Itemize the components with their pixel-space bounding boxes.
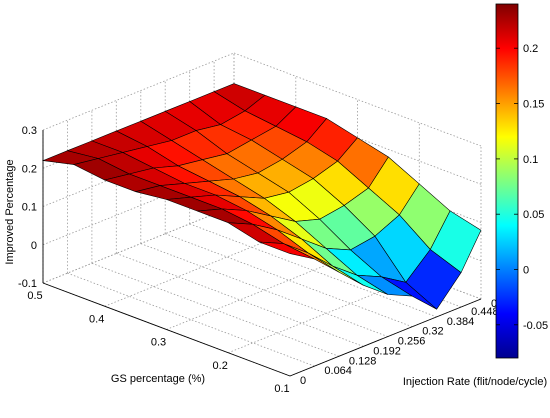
z-tick-label: -0.1 xyxy=(18,278,37,290)
x-tick-label: 0.4 xyxy=(89,313,104,325)
y-axis-line xyxy=(289,298,482,377)
z-tick-label: 0 xyxy=(31,240,37,252)
y-tick-label: 0.192 xyxy=(373,345,401,357)
grid-line xyxy=(116,253,364,347)
y-tick-label: 0.384 xyxy=(447,316,475,328)
y-tick-label: 0.448 xyxy=(471,306,499,318)
colorbar-tick-label: 0.15 xyxy=(523,99,544,111)
colorbar-ticks: 0.2 0.15 0.1 0.05 0 -0.05 xyxy=(496,43,548,332)
z-tick-label: 0.1 xyxy=(22,202,37,214)
z-axis-label: Improved Percentage xyxy=(4,159,16,264)
colorbar-tick-label: -0.05 xyxy=(523,320,548,332)
axis-ticks: 0.3 0.2 0.1 0 -0.10.5 0.4 0.3 0.2 0.1 0 0.0640.128… xyxy=(18,125,506,395)
grid-line xyxy=(67,272,315,367)
colorbar-tick-label: 0.2 xyxy=(523,43,538,55)
surface-mesh xyxy=(41,83,482,310)
y-tick-label: 0.128 xyxy=(349,355,377,367)
grid-line xyxy=(42,52,235,131)
y-tick-label: 0.256 xyxy=(398,336,426,348)
y-tick-label: 0 xyxy=(300,375,306,387)
z-tick-label: 0.3 xyxy=(22,125,37,137)
z-tick-label: 0.2 xyxy=(22,163,37,175)
grid-line xyxy=(42,205,235,284)
y-tick-label: 0.32 xyxy=(422,326,443,338)
colorbar-tick-label: 0.05 xyxy=(523,209,544,221)
colorbar: 0.2 0.15 0.1 0.05 0 -0.05 xyxy=(495,3,548,359)
colorbar-tick-label: 0 xyxy=(523,265,529,277)
x-tick-label: 0.5 xyxy=(27,290,42,302)
surface-patch xyxy=(258,241,315,260)
y-axis-label: Injection Rate (flit/node/cycle) xyxy=(403,376,547,388)
y-tick-label: 0.064 xyxy=(324,365,352,377)
colorbar-tick-label: 0.1 xyxy=(523,154,538,166)
x-axis-line xyxy=(42,282,291,377)
x-tick-label: 0.2 xyxy=(213,360,228,372)
colorbar-gradient xyxy=(495,3,519,359)
x-tick-label: 0.3 xyxy=(151,337,166,349)
x-tick-label: 0.1 xyxy=(274,383,289,395)
x-axis-label: GS percentage (%) xyxy=(111,373,205,385)
